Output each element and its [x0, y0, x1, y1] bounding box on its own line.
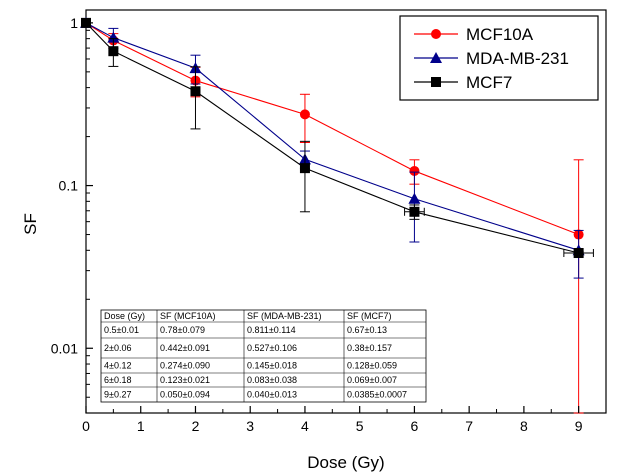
x-tick-label: 4 [301, 418, 309, 434]
axes: Dose (Gy) SF 0 1 2 3 4 5 6 7 8 9 1 0.1 0.01 [21, 15, 583, 472]
table-cell: 6±0.18 [104, 375, 131, 385]
series-line [85, 22, 579, 236]
table-border [100, 309, 427, 403]
table-cell: 0.145±0.018 [247, 361, 297, 371]
table-header-cell: Dose (Gy) [104, 311, 145, 321]
table-cell: 0.083±0.038 [247, 375, 297, 385]
y-tick-label: 1 [70, 15, 78, 31]
table-cell: 0.128±0.059 [347, 361, 397, 371]
table-cell: 0.123±0.021 [160, 375, 210, 385]
data-table: Dose (Gy) SF (MCF10A) SF (MDA-MB-231) SF (M… [100, 309, 427, 403]
marker-square [108, 46, 119, 57]
x-tick-label: 9 [575, 418, 583, 434]
table-cell: 0.67±0.13 [347, 325, 387, 335]
legend: MCF10A MDA-MB-231 MCF7 [399, 15, 599, 101]
table-cell: 0.811±0.114 [247, 325, 296, 335]
y-axis-title: SF [21, 213, 40, 235]
table-header-cell: SF (MCF10A) [160, 311, 216, 321]
series-mcf10a [81, 17, 584, 414]
marker-triangle [107, 31, 120, 43]
table-cell: 0.5±0.01 [104, 325, 139, 335]
marker-circle [431, 29, 441, 39]
table-cell: 0.274±0.090 [160, 361, 210, 371]
marker-circle [409, 165, 420, 176]
x-tick-label: 3 [246, 418, 254, 434]
table-cell: 0.38±0.157 [347, 343, 392, 353]
table-cell: 0.527±0.106 [247, 343, 297, 353]
table-cell: 9±0.27 [104, 390, 131, 400]
series-line [85, 22, 579, 251]
x-tick-label: 5 [356, 418, 364, 434]
marker-triangle [430, 52, 442, 63]
x-tick-label: 1 [137, 418, 145, 434]
marker-square [299, 163, 310, 174]
table-cell: 0.442±0.091 [160, 343, 210, 353]
y-tick-label: 0.01 [51, 340, 78, 356]
table-cell: 0.069±0.007 [347, 375, 397, 385]
x-tick-label: 0 [82, 418, 90, 434]
plot-frame-rect [85, 9, 607, 414]
legend-label: MCF7 [466, 73, 512, 92]
x-tick-label: 6 [411, 418, 419, 434]
table-cell: 0.050±0.094 [160, 390, 210, 400]
marker-square [431, 77, 441, 87]
legend-label: MCF10A [466, 25, 534, 44]
x-tick-label: 2 [192, 418, 200, 434]
marker-square [573, 248, 584, 259]
marker-triangle [408, 192, 421, 204]
plot-frame [85, 9, 607, 414]
marker-square [409, 206, 420, 217]
table-cell: 0.040±0.013 [247, 390, 297, 400]
table-cell: 0.78±0.079 [160, 325, 205, 335]
y-tick-label: 0.1 [59, 178, 79, 194]
table-cell: 2±0.06 [104, 343, 131, 353]
marker-circle [299, 109, 310, 120]
x-axis-title: Dose (Gy) [307, 453, 384, 472]
table-header-cell: SF (MCF7) [347, 311, 392, 321]
table-cell: 4±0.12 [104, 361, 131, 371]
table-cell: 0.0385±0.0007 [347, 390, 407, 400]
legend-label: MDA-MB-231 [466, 49, 569, 68]
x-tick-label: 7 [465, 418, 473, 434]
x-tick-label: 8 [520, 418, 528, 434]
table-header-cell: SF (MDA-MB-231) [247, 311, 322, 321]
marker-square [190, 86, 201, 97]
